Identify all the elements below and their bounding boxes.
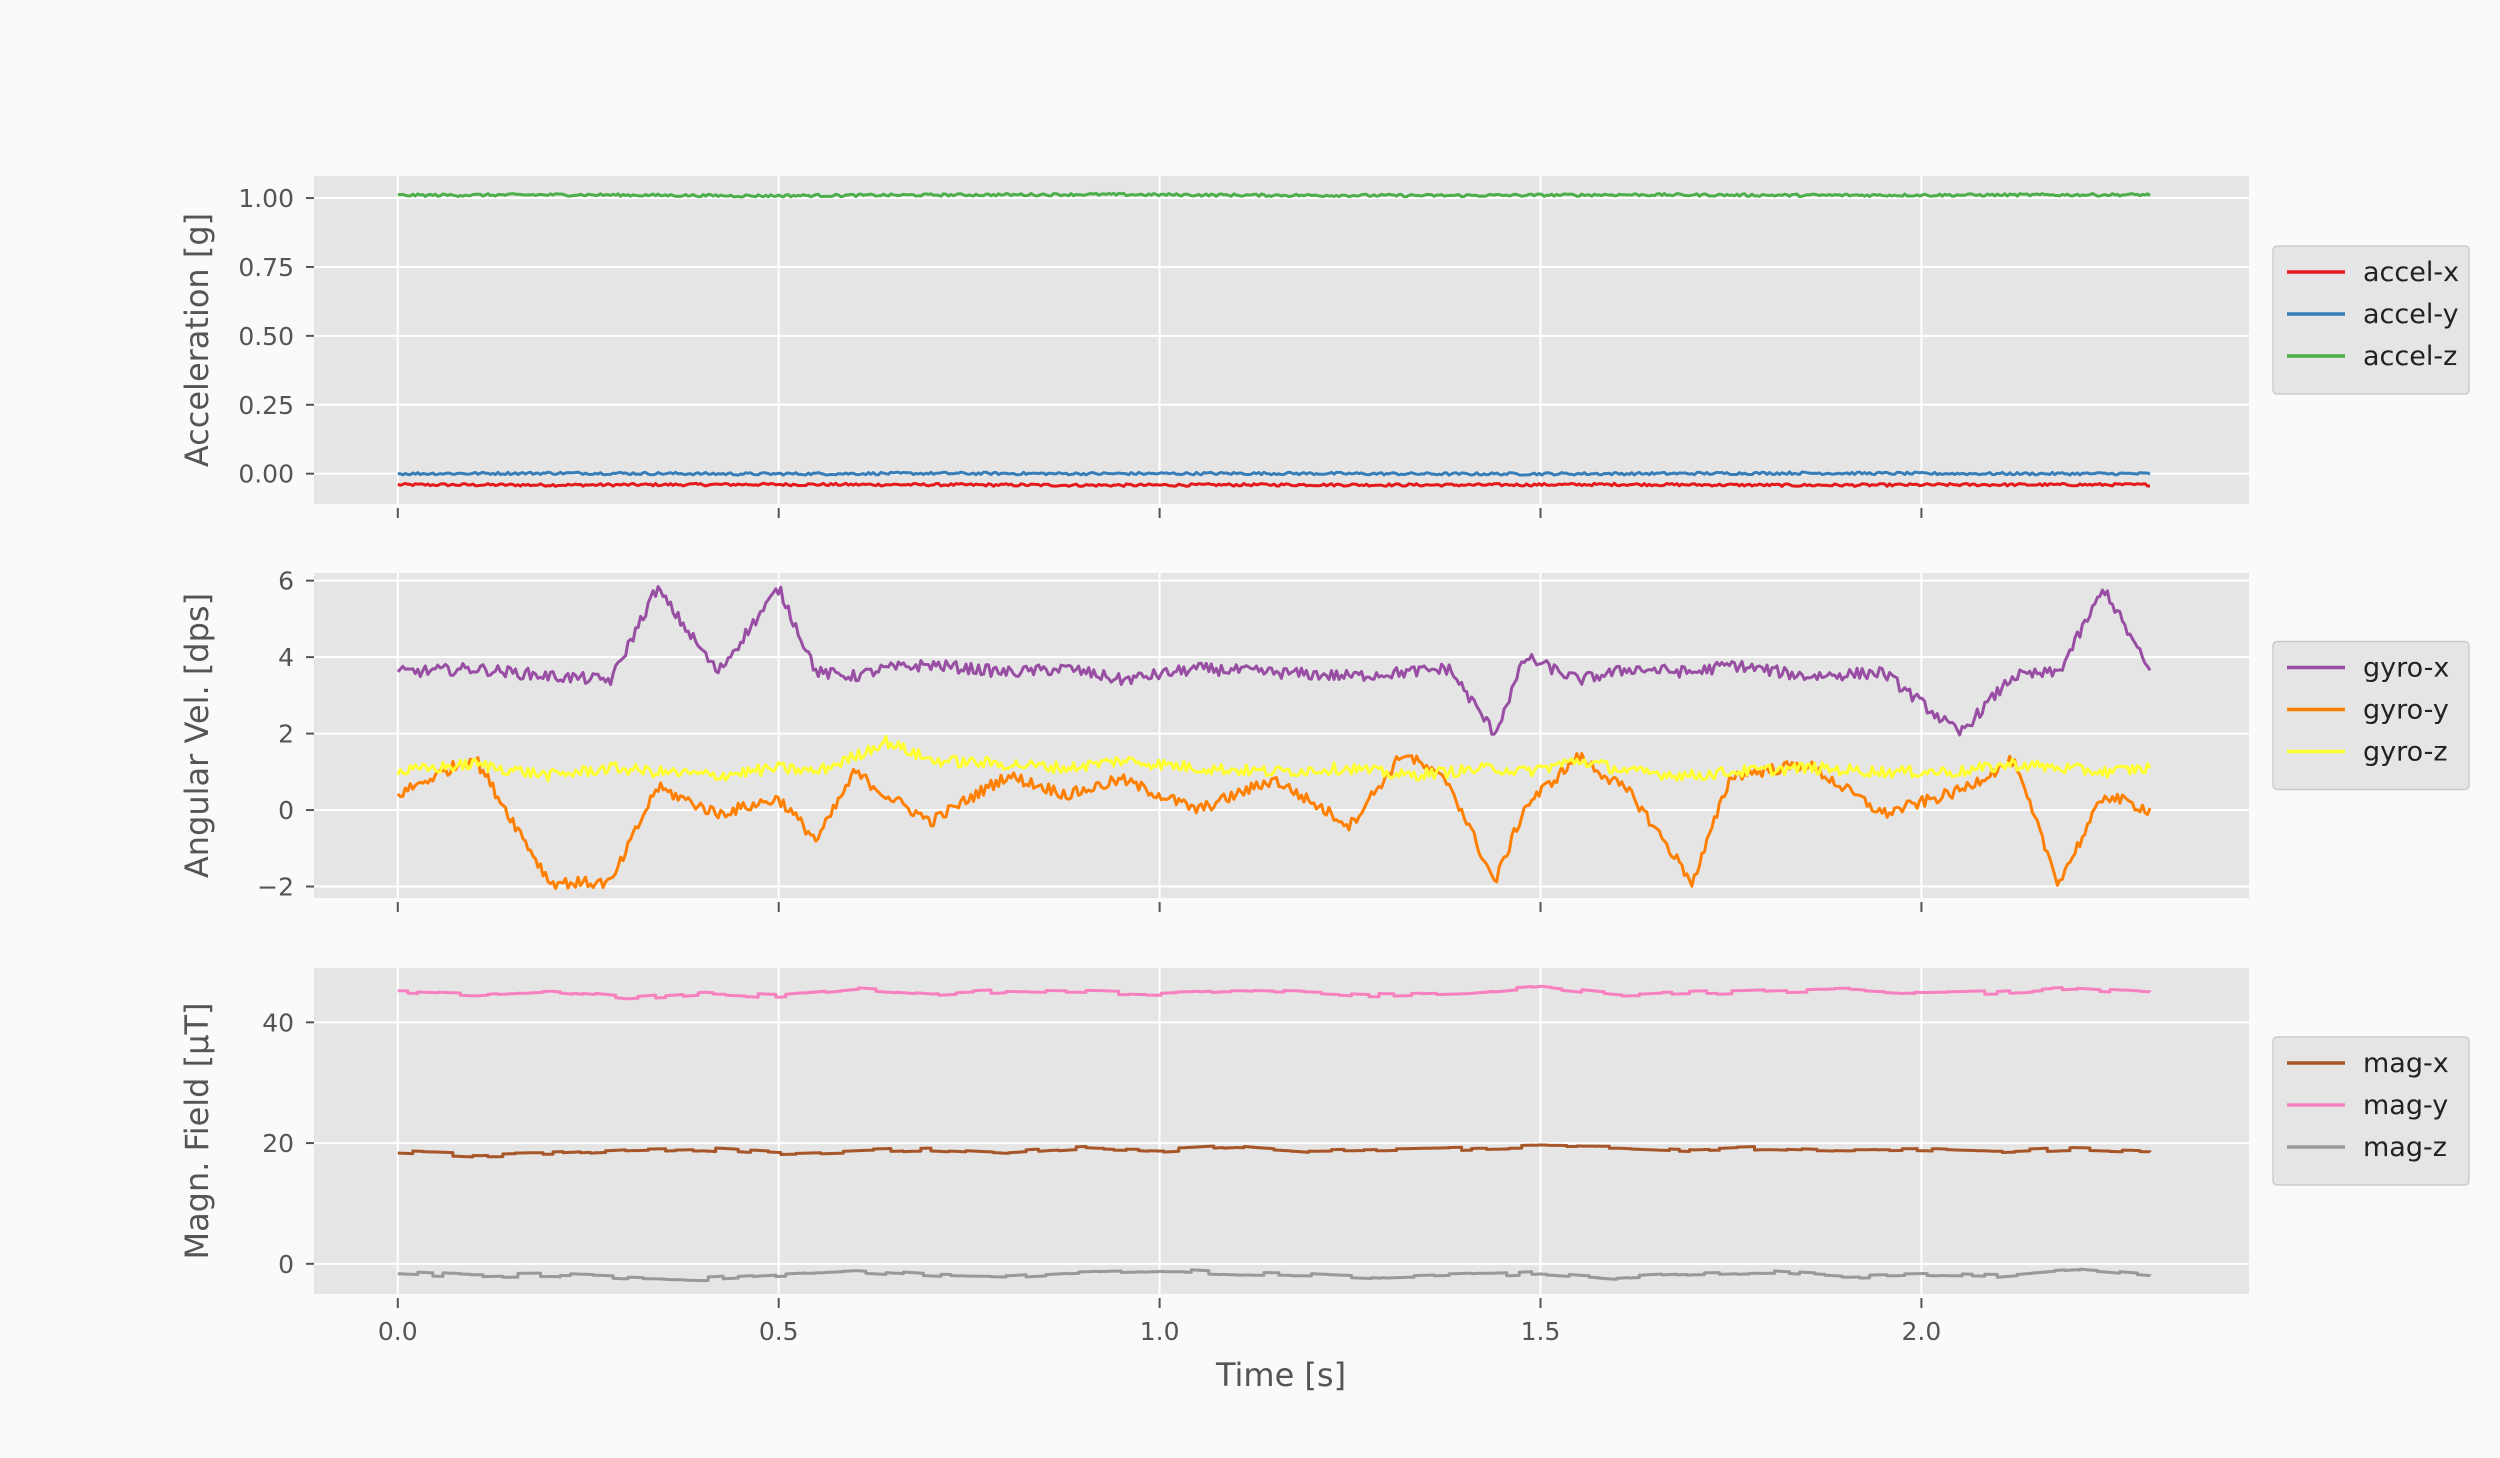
x-tick-label: 2.0	[1902, 1317, 1942, 1346]
y-axis-label: Acceleration [g]	[178, 213, 216, 467]
y-axis-label: Magn. Field [μT]	[178, 1002, 216, 1259]
legend: gyro-x gyro-y gyro-z	[2272, 640, 2470, 791]
y-tick-label: 4	[278, 643, 294, 672]
y-axis-label: Angular Vel. [dps]	[178, 593, 216, 878]
series-line-gyro-x	[396, 585, 2152, 737]
series-line-gyro-z	[396, 734, 2152, 783]
legend-label: gyro-y	[2363, 695, 2449, 726]
x-tick-label: 1.0	[1140, 1317, 1180, 1346]
y-tick-label: 0	[278, 1250, 294, 1279]
plot-area	[314, 176, 2249, 504]
y-tick-label: 0.00	[238, 460, 294, 489]
x-tick-label: 0.5	[759, 1317, 799, 1346]
series-line-mag-y	[397, 984, 2152, 1001]
legend-label: mag-y	[2363, 1090, 2448, 1121]
y-tick-label: 6	[278, 567, 294, 596]
y-tick-label: 0.75	[238, 253, 294, 282]
series-line-accel-x	[397, 481, 2150, 488]
legend-label: gyro-z	[2363, 737, 2448, 768]
y-tick-label: 1.00	[238, 184, 294, 213]
legend: mag-x mag-y mag-z	[2272, 1036, 2470, 1186]
x-tick-label: 0.0	[378, 1317, 418, 1346]
series-line-accel-z	[397, 191, 2151, 199]
x-axis-label: Time [s]	[1215, 1356, 1346, 1394]
y-tick-label: 40	[262, 1008, 294, 1037]
series-line-gyro-y	[396, 752, 2152, 890]
panel-1: 0.00 0.25 0.50 0.75 1.00 Acceleration [g] acce…	[178, 176, 2470, 518]
y-tick-label: 2	[278, 720, 294, 749]
y-tick-label: −2	[257, 873, 294, 902]
legend-label: mag-z	[2363, 1132, 2447, 1163]
series-line-mag-z	[397, 1267, 2152, 1283]
panel-3: 0 20 40 0.0 0.5 1.0 1.5 2.0 Magn. Field [μT] mag-…	[178, 968, 2470, 1346]
y-tick-label: 0	[278, 796, 294, 825]
legend-label: gyro-x	[2363, 653, 2449, 684]
legend-label: accel-x	[2363, 257, 2459, 288]
series-line-accel-y	[397, 470, 2151, 477]
y-tick-label: 0.25	[238, 391, 294, 420]
legend: accel-x accel-y accel-z	[2272, 245, 2470, 395]
y-tick-label: 0.50	[238, 322, 294, 351]
legend-label: accel-y	[2363, 299, 2459, 330]
series-line-mag-x	[397, 1143, 2152, 1159]
x-tick-label: 1.5	[1521, 1317, 1561, 1346]
legend-label: accel-z	[2363, 341, 2457, 372]
legend-label: mag-x	[2363, 1048, 2449, 1079]
plot-area	[314, 968, 2249, 1294]
y-tick-label: 20	[262, 1129, 294, 1158]
